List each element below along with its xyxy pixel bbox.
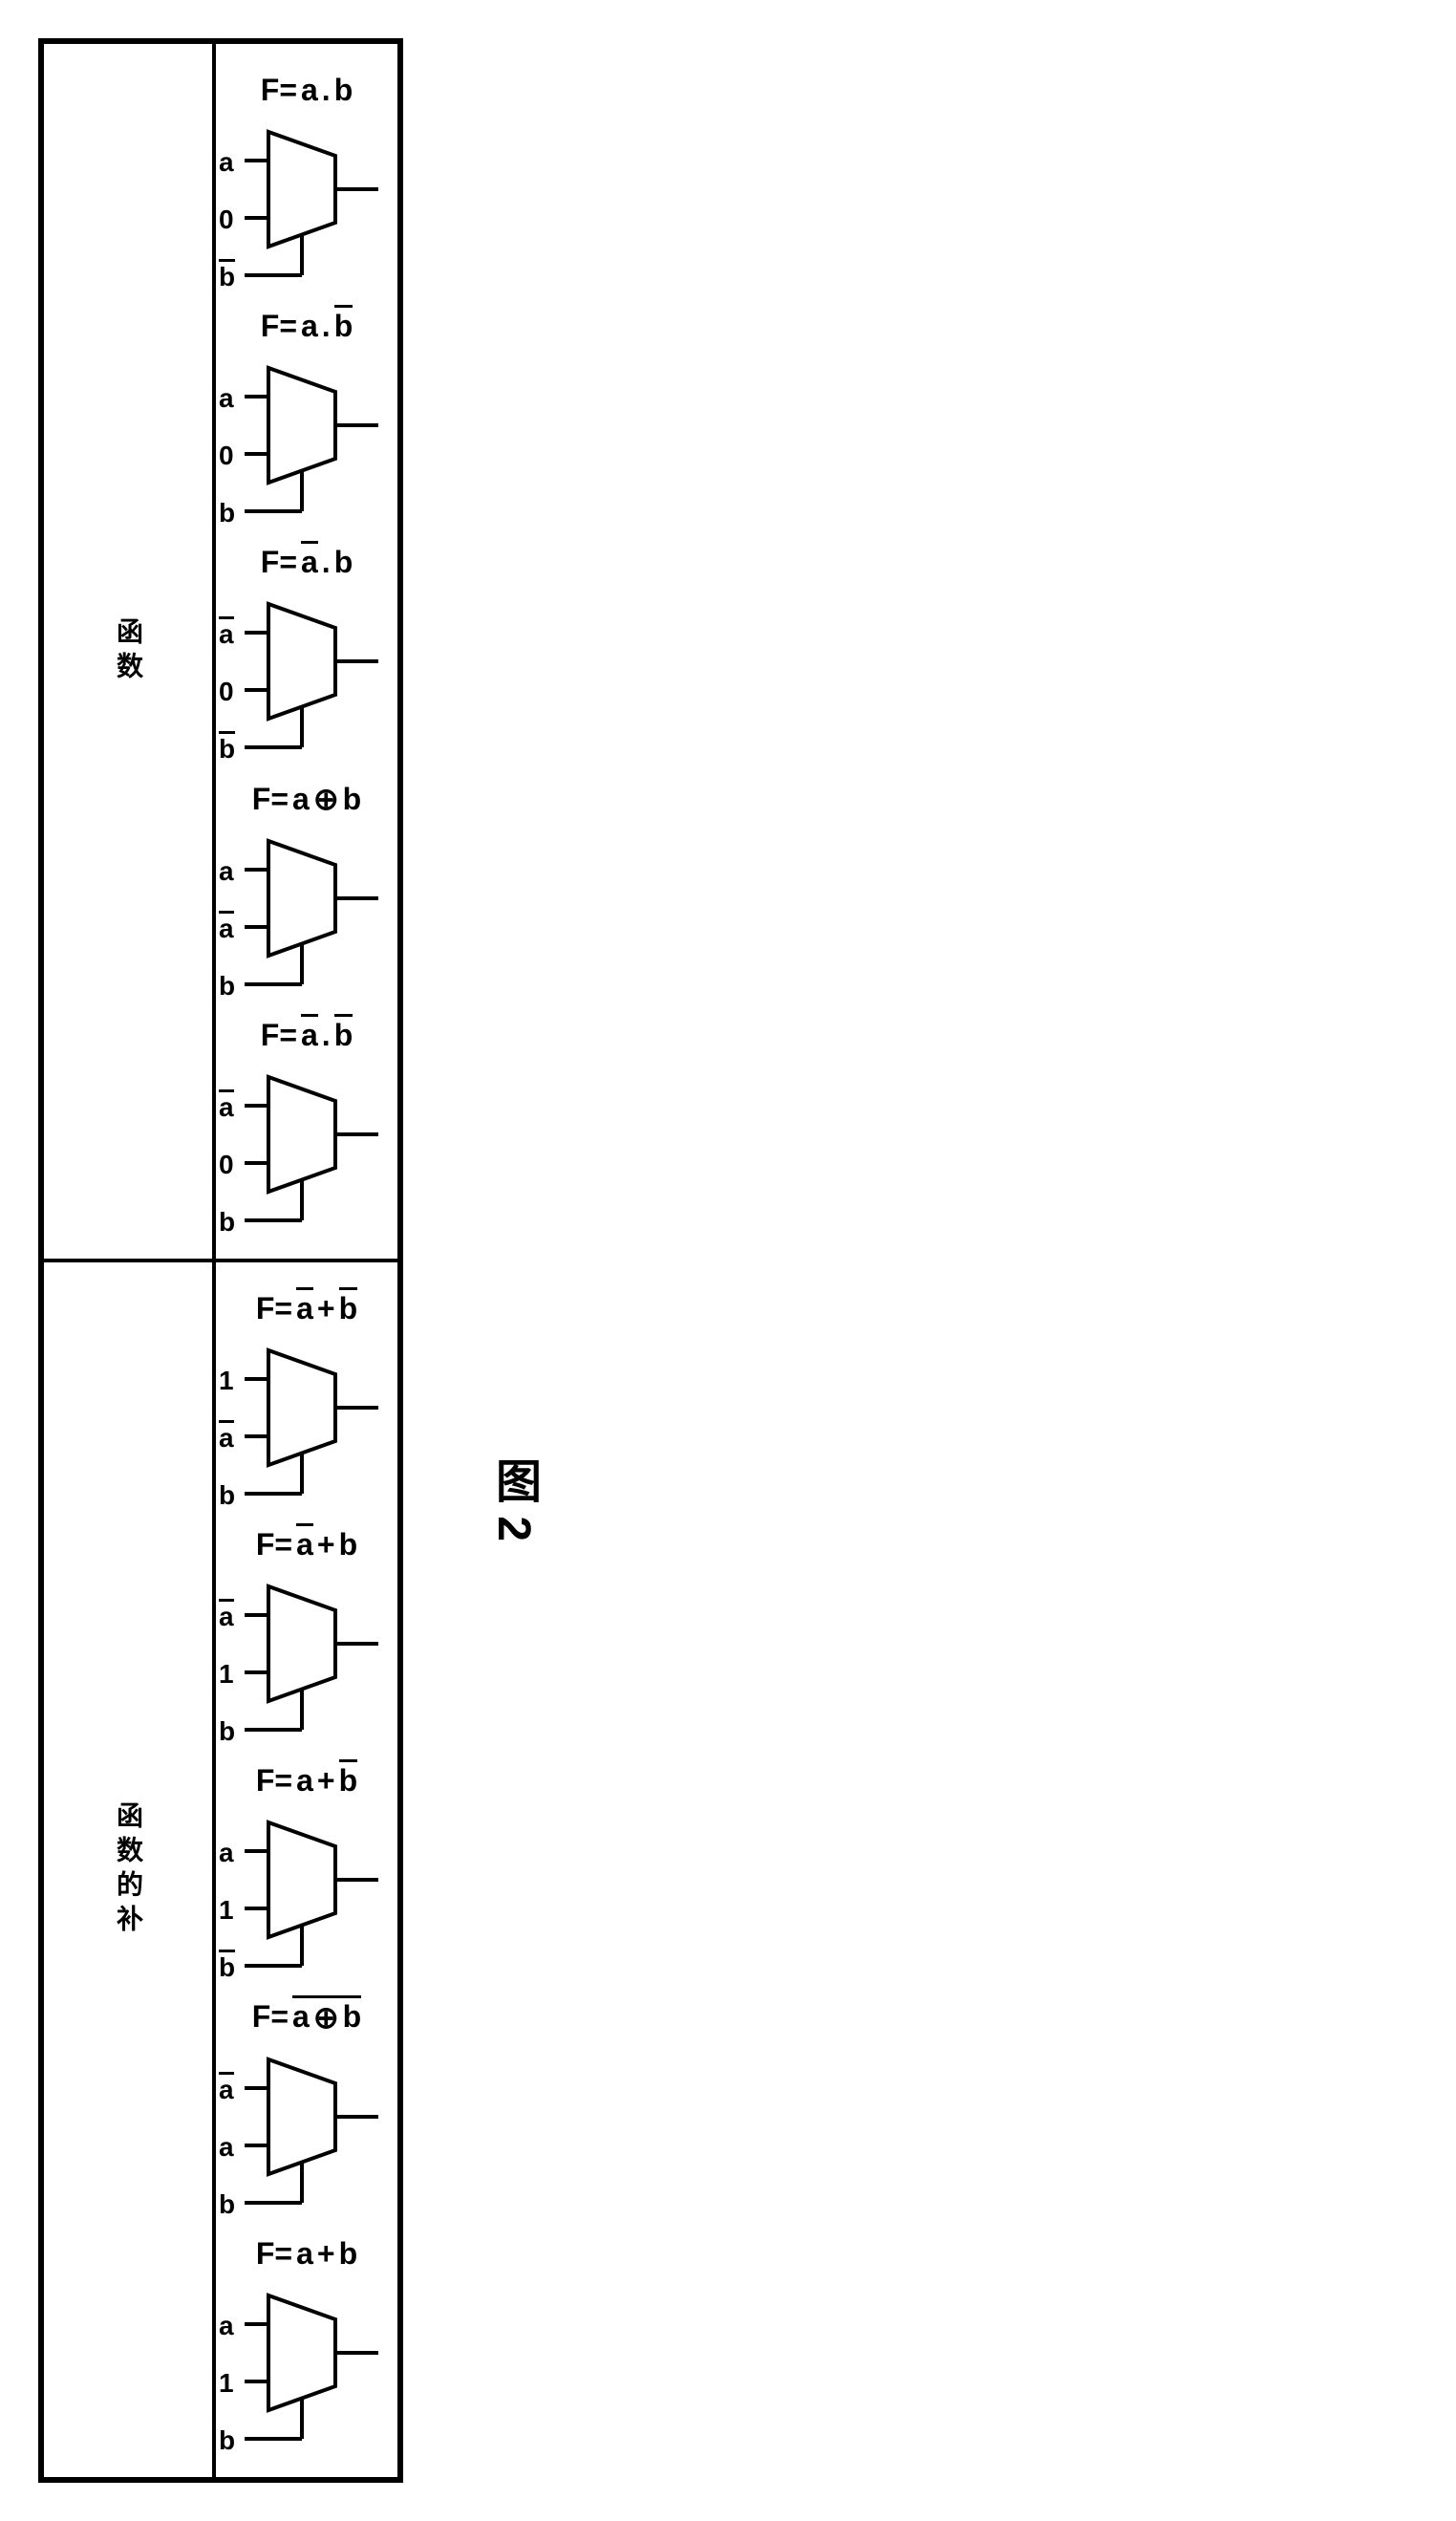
row-header-1: 函数的补 xyxy=(42,1260,214,2479)
row-header-0: 函数 xyxy=(42,42,214,1260)
mux-formula-0-0: F=a.b xyxy=(261,73,353,108)
mux-item-0-1: F=a.b a 0 b xyxy=(230,309,383,521)
figure-label-text: 图 2 xyxy=(488,1457,539,1541)
page: 函数F=a.b a 0 b F=a.b xyxy=(38,38,1418,2483)
mux-input-0-label: a xyxy=(219,1838,234,1868)
mux-input-1-label: 1 xyxy=(219,1659,234,1690)
mux-table: 函数F=a.b a 0 b F=a.b xyxy=(38,38,403,2483)
mux-diagram-0-2: a 0 b xyxy=(230,594,383,757)
mux-formula-1-2: F=a+b xyxy=(256,1763,357,1799)
mux-item-1-3: F=a⊕b a a b xyxy=(230,1999,383,2212)
mux-item-0-3: F=a⊕b a a b xyxy=(230,781,383,994)
mux-input-0-label: a xyxy=(219,619,234,650)
mux-input-1-label: 0 xyxy=(219,441,234,471)
mux-item-0-0: F=a.b a 0 b xyxy=(230,73,383,285)
mux-input-0-label: a xyxy=(219,2075,234,2105)
mux-item-0-4: F=a.b a 0 b xyxy=(230,1018,383,1230)
mux-input-1-label: a xyxy=(219,2132,234,2163)
mux-select-label: b xyxy=(219,2425,235,2456)
mux-formula-0-2: F=a.b xyxy=(261,545,353,580)
mux-formula-1-4: F=a+b xyxy=(256,2236,357,2272)
mux-input-1-label: 1 xyxy=(219,2368,234,2399)
mux-input-0-label: a xyxy=(219,1602,234,1632)
mux-diagram-1-1: a 1 b xyxy=(230,1577,383,1739)
mux-input-1-label: 0 xyxy=(219,677,234,707)
mux-select-label: b xyxy=(219,1207,235,1238)
mux-input-1-label: a xyxy=(219,914,234,944)
figure-caption: 图 2 xyxy=(480,1457,546,1541)
mux-input-0-label: a xyxy=(219,856,234,887)
mux-input-1-label: 0 xyxy=(219,1150,234,1180)
mux-input-1-label: 1 xyxy=(219,1895,234,1926)
mux-formula-0-1: F=a.b xyxy=(261,309,353,344)
mux-formula-0-3: F=a⊕b xyxy=(252,781,361,817)
mux-select-label: b xyxy=(219,2189,235,2220)
mux-select-label: b xyxy=(219,734,235,765)
mux-formula-1-3: F=a⊕b xyxy=(252,1999,361,2036)
mux-diagram-1-2: a 1 b xyxy=(230,1813,383,1975)
mux-formula-0-4: F=a.b xyxy=(261,1018,353,1053)
mux-row-1: F=a+b 1 a b F=a+b xyxy=(214,1260,399,2479)
mux-diagram-1-4: a 1 b xyxy=(230,2286,383,2448)
mux-input-0-label: a xyxy=(219,1092,234,1123)
mux-input-0-label: 1 xyxy=(219,1366,234,1396)
mux-item-1-4: F=a+b a 1 b xyxy=(230,2236,383,2448)
mux-select-label: b xyxy=(219,1716,235,1747)
mux-item-1-2: F=a+b a 1 b xyxy=(230,1763,383,1975)
mux-row-0: F=a.b a 0 b F=a.b xyxy=(214,42,399,1260)
mux-input-1-label: 0 xyxy=(219,205,234,235)
mux-item-1-1: F=a+b a 1 b xyxy=(230,1527,383,1739)
mux-diagram-0-3: a a b xyxy=(230,831,383,994)
mux-input-1-label: a xyxy=(219,1423,234,1454)
mux-input-0-label: a xyxy=(219,2311,234,2341)
mux-input-0-label: a xyxy=(219,383,234,414)
mux-diagram-1-0: 1 a b xyxy=(230,1341,383,1503)
mux-select-label: b xyxy=(219,498,235,528)
mux-select-label: b xyxy=(219,1480,235,1511)
mux-diagram-0-1: a 0 b xyxy=(230,358,383,521)
mux-input-0-label: a xyxy=(219,147,234,178)
mux-select-label: b xyxy=(219,262,235,292)
mux-item-1-0: F=a+b 1 a b xyxy=(230,1291,383,1503)
mux-select-label: b xyxy=(219,971,235,1002)
mux-item-0-2: F=a.b a 0 b xyxy=(230,545,383,757)
mux-formula-1-0: F=a+b xyxy=(256,1291,357,1326)
mux-diagram-0-4: a 0 b xyxy=(230,1067,383,1230)
mux-formula-1-1: F=a+b xyxy=(256,1527,357,1562)
mux-diagram-0-0: a 0 b xyxy=(230,122,383,285)
mux-select-label: b xyxy=(219,1952,235,1983)
